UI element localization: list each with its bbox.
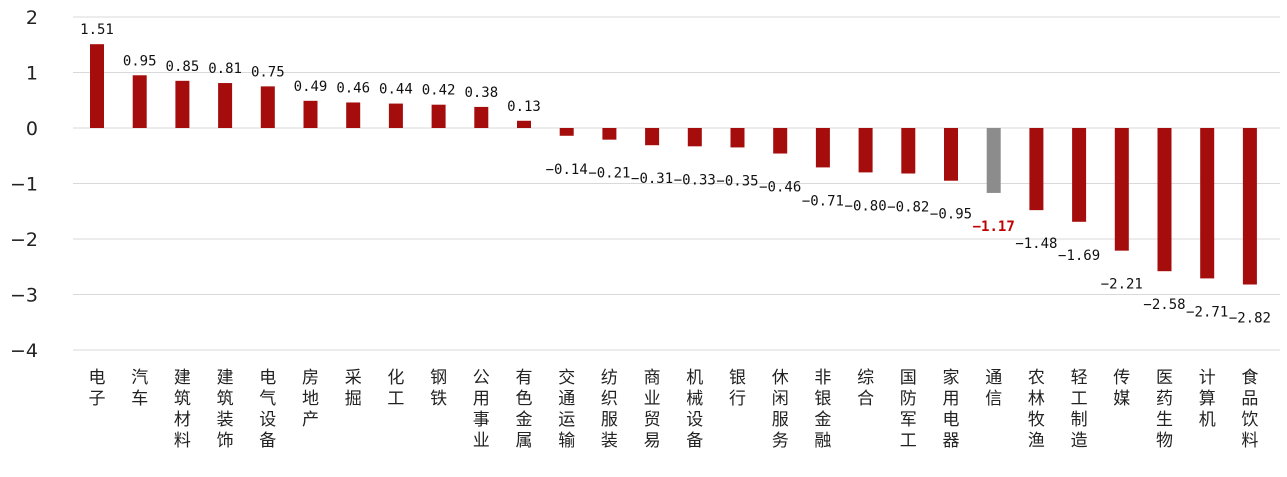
bar: [517, 120, 531, 128]
bar: [132, 75, 147, 128]
bar: [815, 128, 830, 168]
category-label: 国防军工: [900, 368, 917, 451]
data-label: 0.81: [208, 61, 242, 77]
bar: [1242, 128, 1257, 285]
category-label: 建筑材料: [174, 368, 191, 451]
category-label: 非银金融: [814, 368, 831, 451]
data-label: 0.95: [123, 53, 157, 69]
category-label: 建筑装饰: [217, 368, 234, 451]
category-label: 轻工制造: [1071, 368, 1088, 451]
data-label: 0.13: [507, 99, 541, 115]
bar: [645, 128, 660, 146]
category-label: 化工: [387, 368, 404, 409]
category-label: 机械设备: [686, 368, 703, 451]
bar: [687, 128, 702, 147]
data-label: −2.58: [1143, 297, 1185, 313]
bar: [1200, 128, 1215, 279]
y-tick-label: 2: [26, 7, 38, 29]
data-label: −2.71: [1186, 304, 1228, 320]
category-label: 汽车: [131, 368, 148, 409]
bar: [90, 44, 104, 128]
category-label: 休闲服务: [772, 368, 789, 451]
category-label: 医药生物: [1156, 368, 1173, 451]
y-tick-label: −4: [10, 340, 38, 362]
category-label: 传媒: [1113, 368, 1130, 409]
data-label: −0.33: [674, 172, 716, 188]
data-label: −0.80: [845, 198, 887, 214]
data-label: −1.17: [973, 219, 1015, 235]
bar: [260, 86, 275, 128]
y-tick-label: −1: [10, 174, 38, 196]
y-tick-label: 0: [26, 118, 38, 140]
data-label: −0.95: [930, 207, 972, 223]
data-label: −0.71: [802, 193, 844, 209]
bar: [1072, 128, 1087, 222]
bar: [1029, 128, 1044, 211]
category-label: 农林牧渔: [1028, 368, 1045, 451]
category-label: 纺织服装: [601, 368, 618, 451]
bar: [773, 128, 788, 154]
data-label: −1.69: [1058, 248, 1100, 264]
category-label: 家用电器: [943, 368, 960, 451]
category-label: 房地产: [302, 368, 319, 430]
bar: [559, 128, 574, 136]
data-label: 0.49: [294, 79, 328, 95]
data-label: 0.46: [336, 80, 370, 96]
data-label: 1.51: [80, 22, 114, 38]
bar: [346, 102, 361, 128]
y-tick-label: −2: [10, 229, 38, 251]
data-label: −1.48: [1015, 236, 1057, 252]
data-label: −2.82: [1229, 311, 1271, 327]
category-label: 通信: [985, 368, 1002, 409]
bar: [303, 100, 318, 128]
category-label: 有色金属: [516, 368, 533, 451]
bar: [388, 103, 403, 128]
data-label: 0.85: [166, 59, 200, 75]
category-label: 计算机: [1199, 368, 1216, 430]
bar: [858, 128, 873, 173]
bar: [602, 128, 617, 140]
bars: [90, 44, 1257, 285]
category-label: 公用事业: [473, 368, 490, 451]
y-axis-tick-labels: 2 1 0 −1 −2 −3 −4: [10, 7, 38, 362]
data-label: −0.21: [588, 166, 630, 182]
data-label: 0.44: [379, 82, 413, 98]
category-label: 银行: [729, 368, 746, 409]
bar: [1157, 128, 1172, 272]
category-label: 食品饮料: [1241, 368, 1258, 451]
bar: [944, 128, 958, 181]
bar: [1114, 128, 1129, 251]
data-labels: 1.51 0.95 0.85 0.81 0.75 0.49 0.46 0.44 0.42 0.38…: [80, 22, 1271, 326]
category-label: 综合: [857, 368, 874, 409]
data-label: −0.14: [546, 162, 588, 178]
data-label: −2.21: [1101, 277, 1143, 293]
bar: [175, 80, 190, 128]
data-label: 0.38: [464, 85, 498, 101]
bar: [431, 104, 446, 128]
bar: [730, 128, 745, 148]
category-label: 电子: [89, 368, 106, 409]
data-label: 0.75: [251, 64, 285, 80]
bar: [901, 128, 916, 174]
data-label: −0.82: [887, 200, 929, 216]
data-label: −0.46: [759, 180, 801, 196]
data-label: −0.35: [716, 173, 758, 189]
category-label: 电气设备: [259, 368, 276, 451]
category-label: 交通运输: [558, 368, 575, 451]
y-tick-label: 1: [26, 63, 38, 85]
bar: [986, 128, 1001, 193]
y-tick-label: −3: [10, 285, 38, 307]
data-label: −0.31: [631, 171, 673, 187]
category-label: 钢铁: [430, 368, 447, 409]
category-label: 采掘: [345, 368, 362, 409]
bar: [218, 83, 233, 128]
category-label: 商业贸易: [644, 368, 661, 451]
bar: [474, 106, 489, 128]
data-label: 0.42: [422, 83, 456, 99]
